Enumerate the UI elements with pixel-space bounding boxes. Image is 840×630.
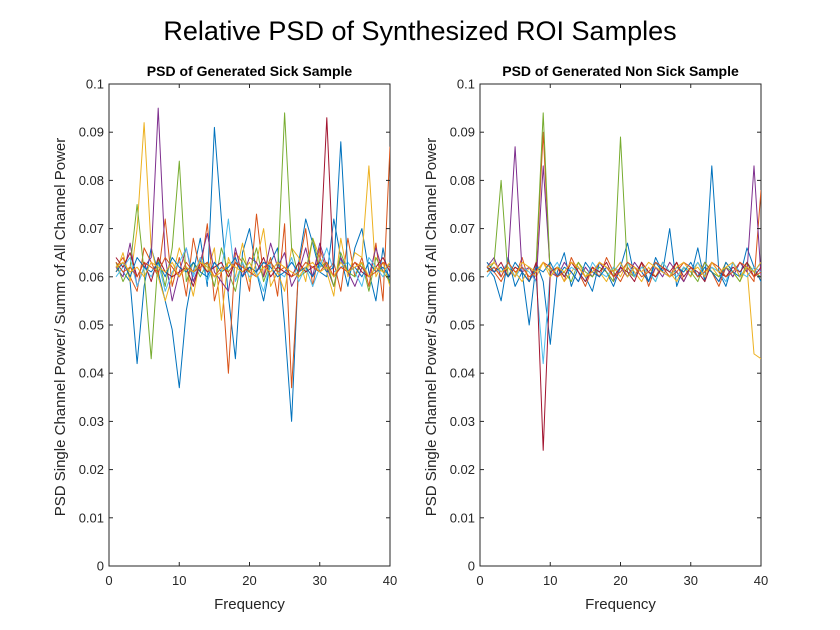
y-tick-label: 0.09 — [79, 125, 104, 140]
y-tick-label: 0.02 — [79, 462, 104, 477]
y-tick-label: 0.08 — [79, 173, 104, 188]
x-tick-label: 10 — [543, 573, 557, 588]
y-tick-label: 0.06 — [450, 269, 475, 284]
x-axis-label: Frequency — [214, 596, 285, 613]
x-axis-label: Frequency — [585, 596, 656, 613]
x-tick-label: 30 — [684, 573, 698, 588]
y-tick-label: 0.06 — [79, 269, 104, 284]
plot-area — [479, 83, 762, 567]
series-group — [115, 107, 390, 422]
y-tick-label: 0 — [97, 559, 104, 574]
series-group — [486, 112, 761, 451]
y-tick-label: 0.04 — [450, 366, 475, 381]
x-tick-label: 20 — [613, 573, 627, 588]
panel-title: PSD of Generated Sick Sample — [147, 63, 353, 79]
x-tick-label: 30 — [313, 573, 327, 588]
series-line-10 — [486, 261, 761, 278]
y-tick-label: 0.03 — [450, 414, 475, 429]
y-tick-label: 0.02 — [450, 462, 475, 477]
y-axis-label: PSD Single Channel Power/ Summ of All Ch… — [423, 138, 440, 517]
series-line-9 — [486, 261, 761, 278]
x-tick-label: 20 — [242, 573, 256, 588]
y-tick-label: 0.07 — [79, 221, 104, 236]
x-tick-label: 0 — [476, 573, 483, 588]
y-tick-label: 0.03 — [79, 414, 104, 429]
y-tick-label: 0.05 — [450, 318, 475, 333]
y-tick-label: 0.1 — [457, 77, 475, 92]
series-line-1 — [486, 165, 761, 345]
y-tick-label: 0 — [468, 559, 475, 574]
x-tick-label: 40 — [383, 573, 397, 588]
y-tick-label: 0.1 — [86, 77, 104, 92]
series-line-10 — [115, 261, 390, 278]
chart-panel-sick: 0 0.01 0.02 0.03 0.04 0.05 0.06 0.07 0.08 0.09 0.1… — [52, 63, 397, 613]
x-tick-label: 0 — [105, 573, 112, 588]
series-line-5 — [115, 112, 390, 360]
series-line-3 — [115, 122, 390, 321]
chart-panel-non-sick: 0 0.01 0.02 0.03 0.04 0.05 0.06 0.07 0.08 0.09 0.1… — [423, 63, 768, 613]
x-tick-label: 40 — [754, 573, 768, 588]
y-tick-label: 0.01 — [79, 510, 104, 525]
y-tick-label: 0.07 — [450, 221, 475, 236]
y-axis-label: PSD Single Channel Power/ Summ of All Ch… — [52, 138, 69, 517]
y-tick-label: 0.09 — [450, 125, 475, 140]
series-line-9 — [115, 257, 390, 278]
panel-title: PSD of Generated Non Sick Sample — [502, 63, 739, 79]
y-tick-label: 0.01 — [450, 510, 475, 525]
y-tick-label: 0.04 — [79, 366, 104, 381]
x-tick-label: 10 — [172, 573, 186, 588]
y-tick-label: 0.05 — [79, 318, 104, 333]
figure-title: Relative PSD of Synthesized ROI Samples — [163, 16, 676, 46]
y-tick-label: 0.08 — [450, 173, 475, 188]
plot-area — [108, 83, 391, 567]
